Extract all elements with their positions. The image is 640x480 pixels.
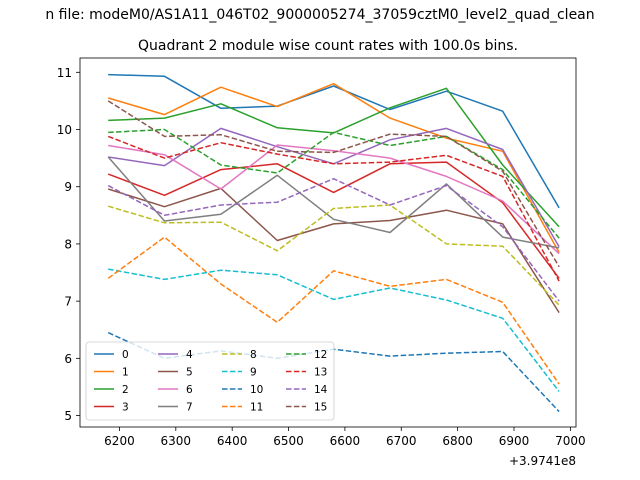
series-line-14 [107, 177, 560, 302]
y-tick-label: 9 [64, 180, 72, 194]
legend-label-14: 14 [314, 384, 328, 396]
x-offset-label: +3.9741e8 [509, 454, 576, 468]
legend-label-12: 12 [314, 349, 327, 361]
axes-border [79, 57, 577, 428]
x-tick-label: 6900 [499, 434, 530, 448]
legend-label-4: 4 [186, 349, 193, 361]
y-tick-label: 8 [64, 237, 72, 251]
series-line-13 [107, 135, 560, 282]
series-line-8 [107, 204, 560, 306]
legend-label-5: 5 [186, 367, 193, 379]
x-tick-label: 6700 [386, 434, 417, 448]
y-axis: 5 6 7 8 9 10 11 [57, 66, 80, 423]
series-layer [107, 73, 560, 413]
y-tick-label: 10 [57, 123, 72, 137]
series-line-0 [108, 73, 560, 209]
legend-label-10: 10 [250, 384, 263, 396]
x-axis: 6200 6300 6400 6500 6600 6700 6800 6900 7000 [104, 427, 586, 448]
series-line-6 [108, 144, 560, 255]
series-line-15 [107, 100, 560, 268]
legend-label-15: 15 [314, 402, 327, 414]
y-tick-label: 6 [64, 352, 72, 366]
chart-title: Quadrant 2 module wise count rates with … [138, 38, 518, 54]
legend-label-9: 9 [250, 367, 257, 379]
legend-label-7: 7 [186, 402, 193, 414]
x-tick-label: 6400 [217, 434, 248, 448]
x-tick-label: 6200 [104, 434, 135, 448]
legend-label-0: 0 [122, 349, 129, 361]
figure-suptitle: n file: modeM0/AS1A11_046T02_9000005274_… [45, 7, 594, 23]
legend-box [85, 341, 335, 421]
y-tick-label: 11 [57, 66, 72, 80]
legend-label-8: 8 [250, 349, 257, 361]
x-tick-label: 6500 [273, 434, 304, 448]
series-line-12 [108, 128, 560, 239]
legend-label-11: 11 [250, 402, 263, 414]
x-tick-label: 6800 [442, 434, 473, 448]
series-line-1 [107, 82, 560, 253]
x-tick-label: 6600 [330, 434, 361, 448]
legend-label-1: 1 [122, 367, 129, 379]
x-tick-label: 7000 [555, 434, 586, 448]
x-tick-label: 6300 [161, 434, 192, 448]
series-line-11 [107, 236, 560, 385]
legend-label-6: 6 [186, 384, 193, 396]
y-tick-label: 5 [64, 409, 72, 423]
series-line-9 [108, 268, 560, 392]
series-line-3 [107, 161, 560, 279]
legend-label-3: 3 [122, 402, 129, 414]
series-line-7 [107, 156, 560, 249]
legend-label-2: 2 [122, 384, 129, 396]
y-tick-label: 7 [64, 295, 72, 309]
legend-label-13: 13 [314, 367, 327, 379]
